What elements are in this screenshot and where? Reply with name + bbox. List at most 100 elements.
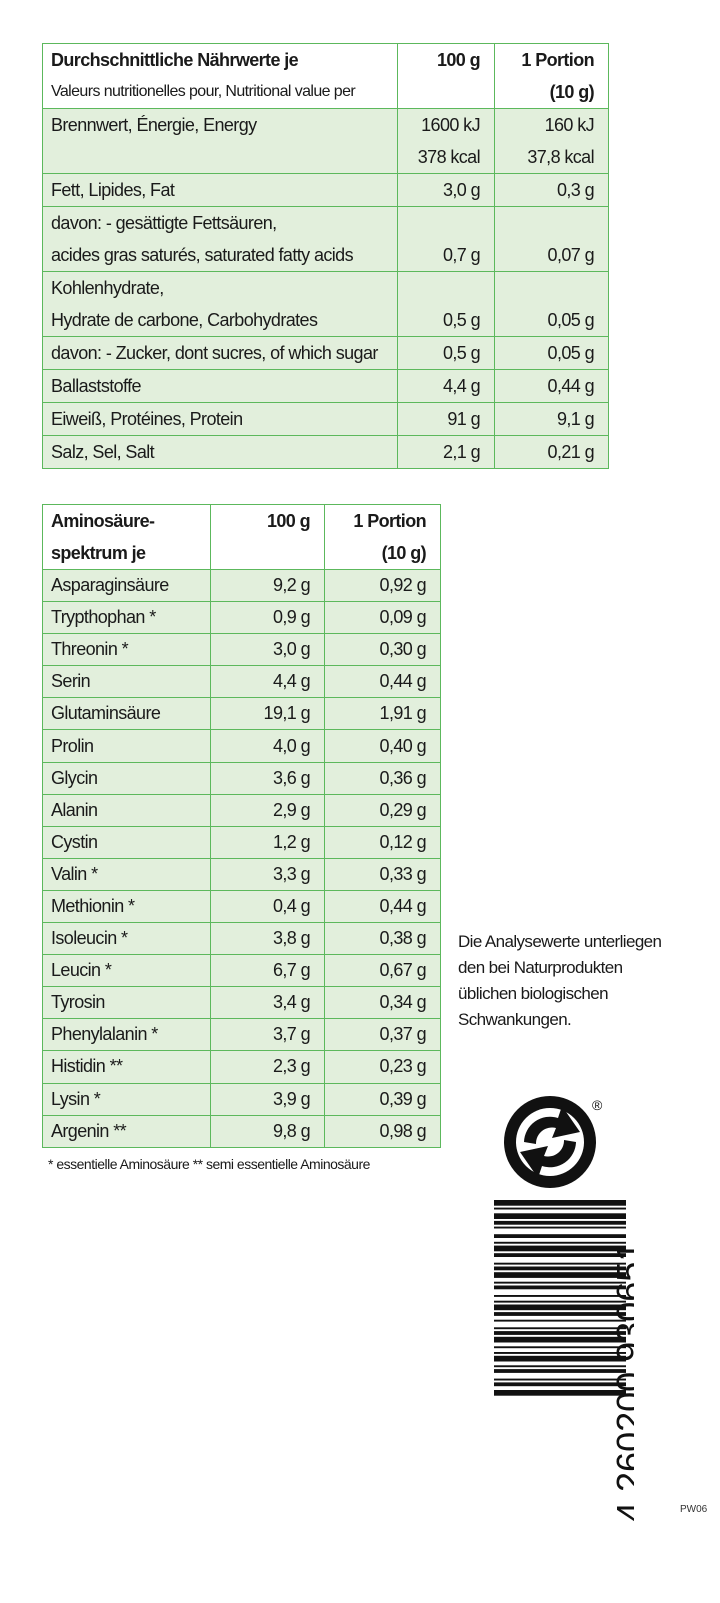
- value-100g: 91 g: [397, 402, 495, 436]
- product-code: PW06: [680, 1504, 708, 1515]
- nutrient-name: Eiweiß, Protéines, Protein: [42, 402, 398, 436]
- header-100g: 100 g: [210, 504, 325, 570]
- value-100g: 3,4 g: [210, 986, 325, 1020]
- value-portion: 0,39 g: [324, 1082, 441, 1116]
- barcode-bar: [494, 1207, 626, 1210]
- value-100g: 3,9 g: [210, 1082, 325, 1116]
- cell-line: 3,0 g: [442, 180, 481, 200]
- amino-row: Glutaminsäure 19,1 g 1,91 g: [42, 697, 441, 731]
- nutrition-row: Eiweiß, Protéines, Protein 91 g 9,1 g: [42, 402, 609, 436]
- value-100g: 0,5 g: [397, 271, 495, 337]
- value-portion: 0,36 g: [324, 761, 441, 795]
- amino-row: Isoleucin * 3,8 g 0,38 g: [42, 922, 441, 956]
- cell-line: Salz, Sel, Salt: [51, 442, 155, 462]
- cell-line: 0,44 g: [547, 376, 595, 396]
- value-100g: 1600 kJ 378 kcal: [397, 108, 495, 174]
- value-portion: 0,3 g: [494, 173, 609, 207]
- nutrition-table: Durchschnittliche Nährwerte je Valeurs nu…: [42, 43, 609, 469]
- amino-name: Methionin *: [42, 889, 211, 924]
- analysis-note: Die Analysewerte unterliegen den bei Nat…: [458, 929, 718, 1033]
- amino-header-label: Aminosäure-spektrum je: [42, 504, 211, 570]
- barcode-bar: [494, 1295, 626, 1297]
- value-100g: 3,8 g: [210, 922, 325, 956]
- barcode-bar: [494, 1213, 626, 1219]
- amino-name: Prolin: [42, 729, 211, 763]
- cell-line: 0,7 g: [442, 245, 481, 265]
- nutrition-row: Kohlenhydrate, Hydrate de carbone, Carboh…: [42, 271, 609, 337]
- value-portion: 0,40 g: [324, 729, 441, 763]
- value-portion: 0,05 g: [494, 271, 609, 337]
- cell-line: davon: - gesättigte Fettsäuren,: [51, 213, 277, 233]
- amino-name: Alanin: [42, 793, 211, 827]
- cell-line: 9,1 g: [556, 409, 595, 429]
- cell-line: Hydrate de carbone, Carbohydrates: [51, 310, 318, 330]
- header-line: (10 g): [381, 543, 427, 563]
- cell-line: [51, 141, 389, 173]
- barcode-bar: [494, 1378, 626, 1381]
- value-portion: 0,44 g: [324, 889, 441, 924]
- value-portion: 9,1 g: [494, 402, 609, 436]
- value-portion: 0,29 g: [324, 793, 441, 827]
- barcode-bar: [494, 1304, 626, 1311]
- amino-name: Asparaginsäure: [42, 568, 211, 603]
- amino-row: Alanin 2,9 g 0,29 g: [42, 793, 441, 827]
- barcode-bar: [494, 1253, 626, 1257]
- amino-name: Trypthophan *: [42, 601, 211, 635]
- cell-line: 0,21 g: [547, 442, 595, 462]
- value-100g: 0,9 g: [210, 601, 325, 635]
- amino-name: Histidin **: [42, 1050, 211, 1084]
- value-100g: 0,7 g: [397, 206, 495, 272]
- barcode-bar: [494, 1200, 626, 1206]
- value-100g: 9,8 g: [210, 1114, 325, 1148]
- value-100g: 2,9 g: [210, 793, 325, 827]
- value-100g: 0,5 g: [397, 336, 495, 370]
- cell-line: 0,5 g: [442, 310, 481, 330]
- value-portion: 0,09 g: [324, 601, 441, 635]
- barcode-digits: 4 260200 930651: [609, 1242, 634, 1522]
- value-100g: 3,0 g: [397, 173, 495, 207]
- value-portion: 0,05 g: [494, 336, 609, 370]
- header-100g: 100 g: [397, 43, 495, 109]
- value-portion: 0,21 g: [494, 435, 609, 469]
- value-100g: 0,4 g: [210, 889, 325, 924]
- value-portion: 0,98 g: [324, 1114, 441, 1148]
- header-line: Durchschnittliche Nährwerte je: [51, 50, 299, 70]
- header-line: 1 Portion: [521, 50, 594, 70]
- nutrient-name: Salz, Sel, Salt: [42, 435, 398, 469]
- amino-name: Cystin: [42, 825, 211, 859]
- barcode-bar: [494, 1300, 626, 1303]
- amino-name: Isoleucin *: [42, 922, 211, 956]
- amino-row: Trypthophan * 0,9 g 0,09 g: [42, 601, 441, 635]
- barcode-bar: [494, 1331, 626, 1335]
- cell-line: 378 kcal: [417, 147, 481, 167]
- barcode-bar: [494, 1390, 626, 1396]
- green-dot-logo: ®: [504, 1096, 603, 1188]
- value-100g: 1,2 g: [210, 825, 325, 859]
- barcode-bar: [494, 1281, 626, 1284]
- value-100g: 4,4 g: [210, 665, 325, 699]
- value-portion: 1,91 g: [324, 697, 441, 731]
- header-portion: 1 Portion (10 g): [494, 43, 609, 109]
- nutrition-row: Ballaststoffe 4,4 g 0,44 g: [42, 369, 609, 403]
- amino-row: Methionin * 0,4 g 0,44 g: [42, 889, 441, 924]
- value-portion: 0,23 g: [324, 1050, 441, 1084]
- cell-line: 2,1 g: [442, 442, 481, 462]
- barcode-bar: [494, 1272, 626, 1278]
- nutrition-row: Fett, Lipides, Fat 3,0 g 0,3 g: [42, 173, 609, 207]
- amino-row: Serin 4,4 g 0,44 g: [42, 665, 441, 699]
- cell-line: 160 kJ: [544, 115, 595, 135]
- barcode-bar: [494, 1355, 626, 1362]
- value-100g: 6,7 g: [210, 954, 325, 988]
- amino-name: Phenylalanin *: [42, 1018, 211, 1052]
- header-subline: Valeurs nutritionelles pour, Nutritional…: [51, 83, 356, 100]
- barcode-bar: [494, 1285, 626, 1290]
- cell-line: [503, 273, 594, 305]
- cell-line: Fett, Lipides, Fat: [51, 180, 175, 200]
- barcode-bar: [494, 1266, 626, 1271]
- barcode-bar: [494, 1226, 626, 1229]
- value-100g: 4,4 g: [397, 369, 495, 403]
- barcode-bar: [494, 1241, 626, 1244]
- value-100g: 9,2 g: [210, 568, 325, 603]
- nutrition-header-label: Durchschnittliche Nährwerte je Valeurs nu…: [42, 43, 398, 109]
- value-portion: 0,38 g: [324, 922, 441, 956]
